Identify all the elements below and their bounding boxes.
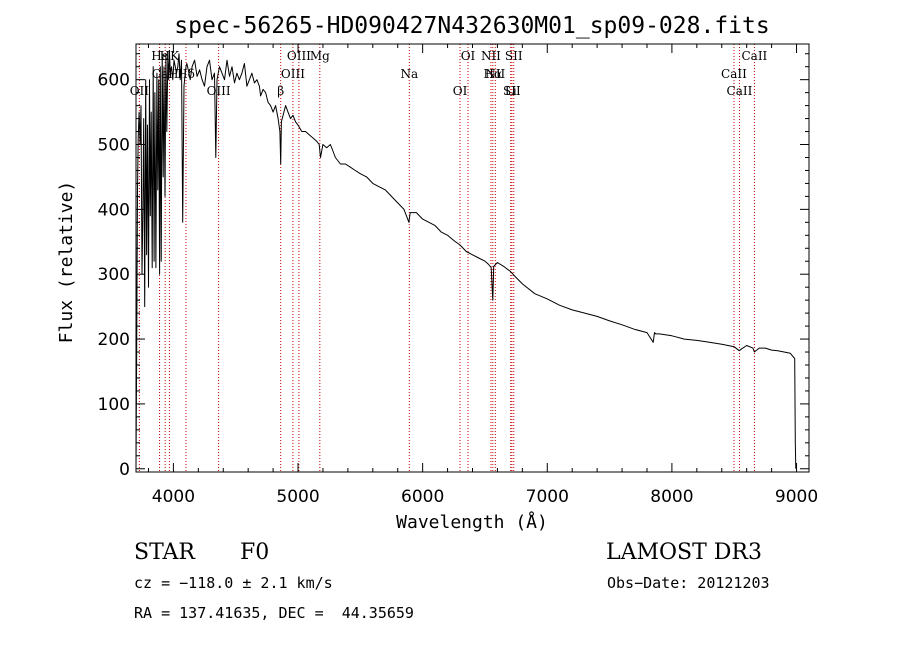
x-tick-label: 4000 — [152, 487, 195, 507]
x-tick-label: 7000 — [526, 487, 569, 507]
spectral-line-label: OII — [130, 84, 150, 98]
x-axis-ticks: 4000 5000 6000 7000 8000 9000 — [147, 44, 818, 507]
redshift-cz: cz = −118.0 ± 2.1 km/s — [134, 574, 333, 592]
x-tick-label: 8000 — [650, 487, 693, 507]
spectral-line-label: SII — [503, 84, 521, 98]
spectral-line-label: CaH — [152, 67, 179, 81]
spectral-line-label: CaII — [721, 67, 747, 81]
survey-name: LAMOST DR3 — [606, 540, 762, 565]
spectral-line-label: NII — [485, 67, 505, 81]
object-class: STAR — [134, 540, 195, 565]
spectral-line-label: CaII — [727, 84, 753, 98]
y-tick-label: 0 — [119, 460, 130, 480]
y-tick-label: 200 — [98, 330, 130, 350]
x-axis-label: Wavelength (Å) — [396, 511, 548, 533]
y-axis-label: Flux (relative) — [56, 181, 77, 344]
spectrum-series-line — [135, 50, 797, 469]
y-tick-label: 100 — [98, 395, 130, 415]
y-tick-label: 400 — [98, 200, 130, 220]
x-tick-label: 9000 — [775, 487, 818, 507]
spectral-line-markers — [138, 44, 755, 472]
spectral-line-label: Li — [505, 84, 517, 98]
y-tick-label: 600 — [98, 71, 130, 91]
y-tick-label: 500 — [98, 136, 130, 156]
spectral-line-label: Na — [400, 67, 418, 81]
observation-date: Obs−Date: 20121203 — [607, 574, 770, 592]
spectral-line-label: SII — [505, 49, 523, 63]
spectral-line-label: OIII — [287, 49, 311, 63]
spectral-line-label: OIII — [281, 67, 305, 81]
spectral-line-label: OI — [453, 84, 468, 98]
x-tick-label: 5000 — [276, 487, 319, 507]
spectral-line-label: Mg — [310, 49, 330, 63]
spectral-line-label: β — [277, 84, 284, 98]
y-axis-ticks: 0 100 200 300 400 500 600 — [98, 53, 809, 480]
coordinates: RA = 137.41635, DEC = 44.35659 — [134, 604, 414, 622]
spectral-line-label: Hε — [151, 49, 168, 63]
axes — [135, 43, 810, 473]
spectral-line-label: Hα — [484, 67, 503, 81]
spectral-line-label: NII — [481, 49, 501, 63]
x-tick-label: 6000 — [401, 487, 444, 507]
spectral-line-label: OIII — [207, 84, 231, 98]
spectral-line-label: CaII — [741, 49, 767, 63]
chart-title: spec-56265-HD090427N432630M01_sp09-028.f… — [174, 13, 769, 39]
spectral-line-label: OI — [461, 49, 476, 63]
object-subclass: F0 — [240, 540, 270, 565]
y-tick-label: 300 — [98, 265, 130, 285]
plot-frame — [135, 43, 810, 473]
